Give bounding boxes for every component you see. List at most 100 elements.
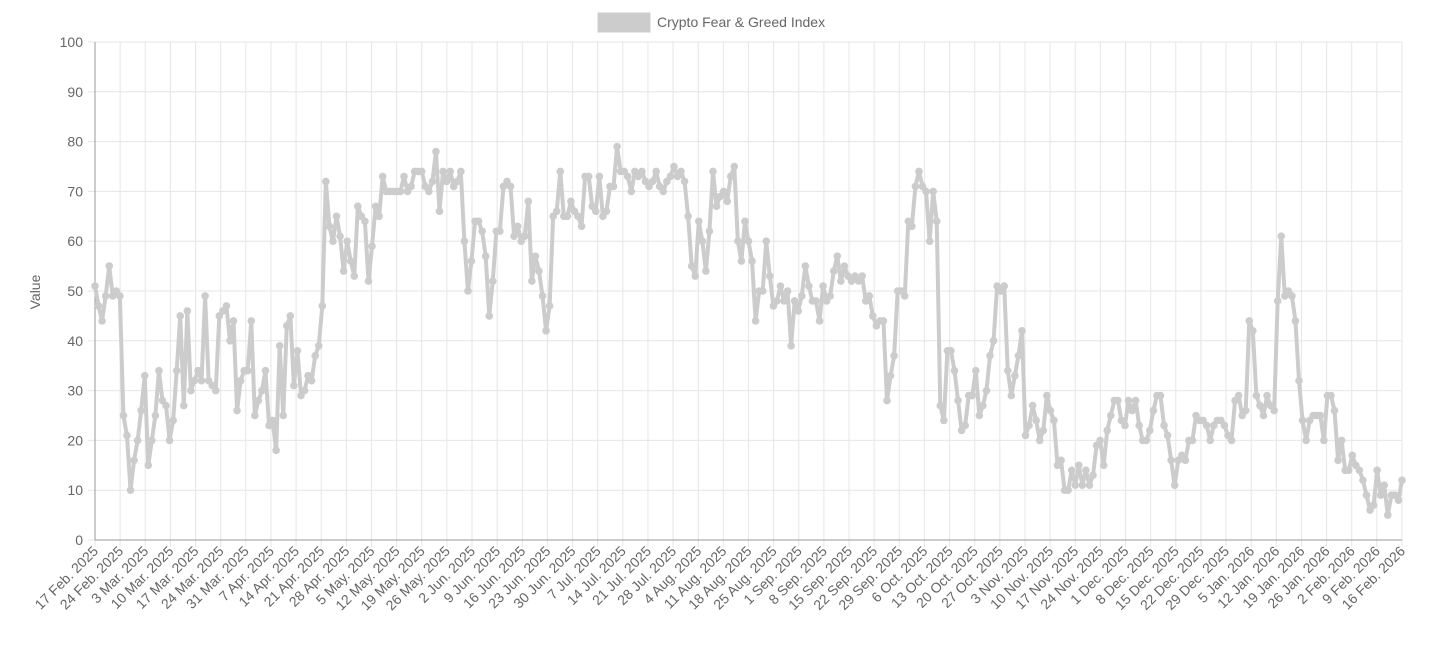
data-point[interactable] [776,282,785,290]
data-point[interactable] [932,217,941,226]
data-point[interactable] [865,292,874,300]
data-point[interactable] [187,386,195,395]
data-point[interactable] [322,177,330,186]
data-point[interactable] [318,302,327,310]
data-point[interactable] [169,416,177,425]
data-point[interactable] [194,366,202,375]
data-point[interactable] [1249,327,1257,335]
data-point[interactable] [233,406,241,415]
data-point[interactable] [140,371,149,380]
data-point[interactable] [680,177,689,186]
data-point[interactable] [869,312,877,320]
data-point[interactable] [453,177,462,186]
data-point[interactable] [510,232,518,241]
data-point[interactable] [1380,481,1389,490]
data-point[interactable] [1327,391,1335,400]
data-point[interactable] [1376,491,1385,499]
data-point[interactable] [925,237,934,245]
data-point[interactable] [1128,406,1136,415]
data-point[interactable] [574,212,582,221]
data-point[interactable] [425,187,433,196]
data-point[interactable] [833,252,842,260]
data-point[interactable] [563,212,572,221]
data-point[interactable] [883,396,891,405]
data-point[interactable] [1295,376,1303,385]
data-point[interactable] [91,282,99,290]
data-point[interactable] [1220,421,1229,430]
data-point[interactable] [1089,471,1097,480]
data-point[interactable] [723,197,731,206]
data-point[interactable] [1170,481,1179,490]
data-point[interactable] [1263,391,1271,400]
data-point[interactable] [1103,426,1112,435]
data-point[interactable] [979,401,987,410]
data-point[interactable] [350,272,359,280]
data-point[interactable] [1330,406,1339,415]
data-point[interactable] [1181,456,1190,465]
data-point[interactable] [982,386,991,395]
data-point[interactable] [748,257,756,265]
data-point[interactable] [741,217,749,226]
data-point[interactable] [1163,431,1172,440]
data-point[interactable] [1241,406,1250,415]
data-point[interactable] [1245,317,1254,325]
data-point[interactable] [677,167,685,176]
data-point[interactable] [94,302,103,310]
data-point[interactable] [915,167,923,176]
data-point[interactable] [105,262,114,270]
data-point[interactable] [989,337,998,345]
data-point[interactable] [251,411,259,420]
data-point[interactable] [1021,431,1030,440]
data-point[interactable] [325,222,334,231]
data-point[interactable] [535,267,543,275]
data-point[interactable] [1156,391,1165,400]
data-point[interactable] [815,317,824,325]
data-point[interactable] [837,277,845,285]
data-point[interactable] [144,461,153,470]
data-point[interactable] [1369,501,1378,509]
data-point[interactable] [1043,391,1051,400]
data-point[interactable] [485,312,494,320]
data-point[interactable] [1099,461,1108,470]
data-point[interactable] [986,351,994,360]
data-point[interactable] [520,232,529,241]
data-point[interactable] [691,272,700,280]
data-point[interactable] [1160,421,1168,430]
data-point[interactable] [407,182,415,191]
data-point[interactable] [694,217,703,226]
data-point[interactable] [439,167,447,176]
data-point[interactable] [638,167,646,176]
data-point[interactable] [826,292,834,300]
data-point[interactable] [684,212,692,221]
data-point[interactable] [1149,406,1158,415]
data-point[interactable] [1337,436,1346,445]
data-point[interactable] [279,411,288,420]
data-point[interactable] [133,436,142,445]
data-point[interactable] [766,272,774,280]
data-point[interactable] [496,227,504,236]
data-point[interactable] [190,376,199,385]
data-point[interactable] [123,431,131,440]
data-point[interactable] [552,207,561,216]
data-point[interactable] [584,172,593,181]
data-point[interactable] [119,411,128,420]
data-point[interactable] [797,292,806,300]
data-point[interactable] [1273,297,1282,305]
data-point[interactable] [1188,436,1197,445]
data-point[interactable] [1039,426,1048,435]
data-point[interactable] [1096,436,1104,445]
data-point[interactable] [961,421,969,430]
data-point[interactable] [1025,421,1033,430]
data-point[interactable] [307,376,316,385]
data-point[interactable] [975,411,984,420]
data-point[interactable] [709,167,717,176]
data-point[interactable] [840,262,849,270]
data-point[interactable] [545,302,554,310]
data-point[interactable] [446,167,454,176]
data-point[interactable] [1298,416,1307,425]
data-point[interactable] [812,297,820,305]
data-point[interactable] [1320,436,1328,445]
data-point[interactable] [126,486,135,495]
data-point[interactable] [368,242,376,250]
data-point[interactable] [460,237,469,245]
